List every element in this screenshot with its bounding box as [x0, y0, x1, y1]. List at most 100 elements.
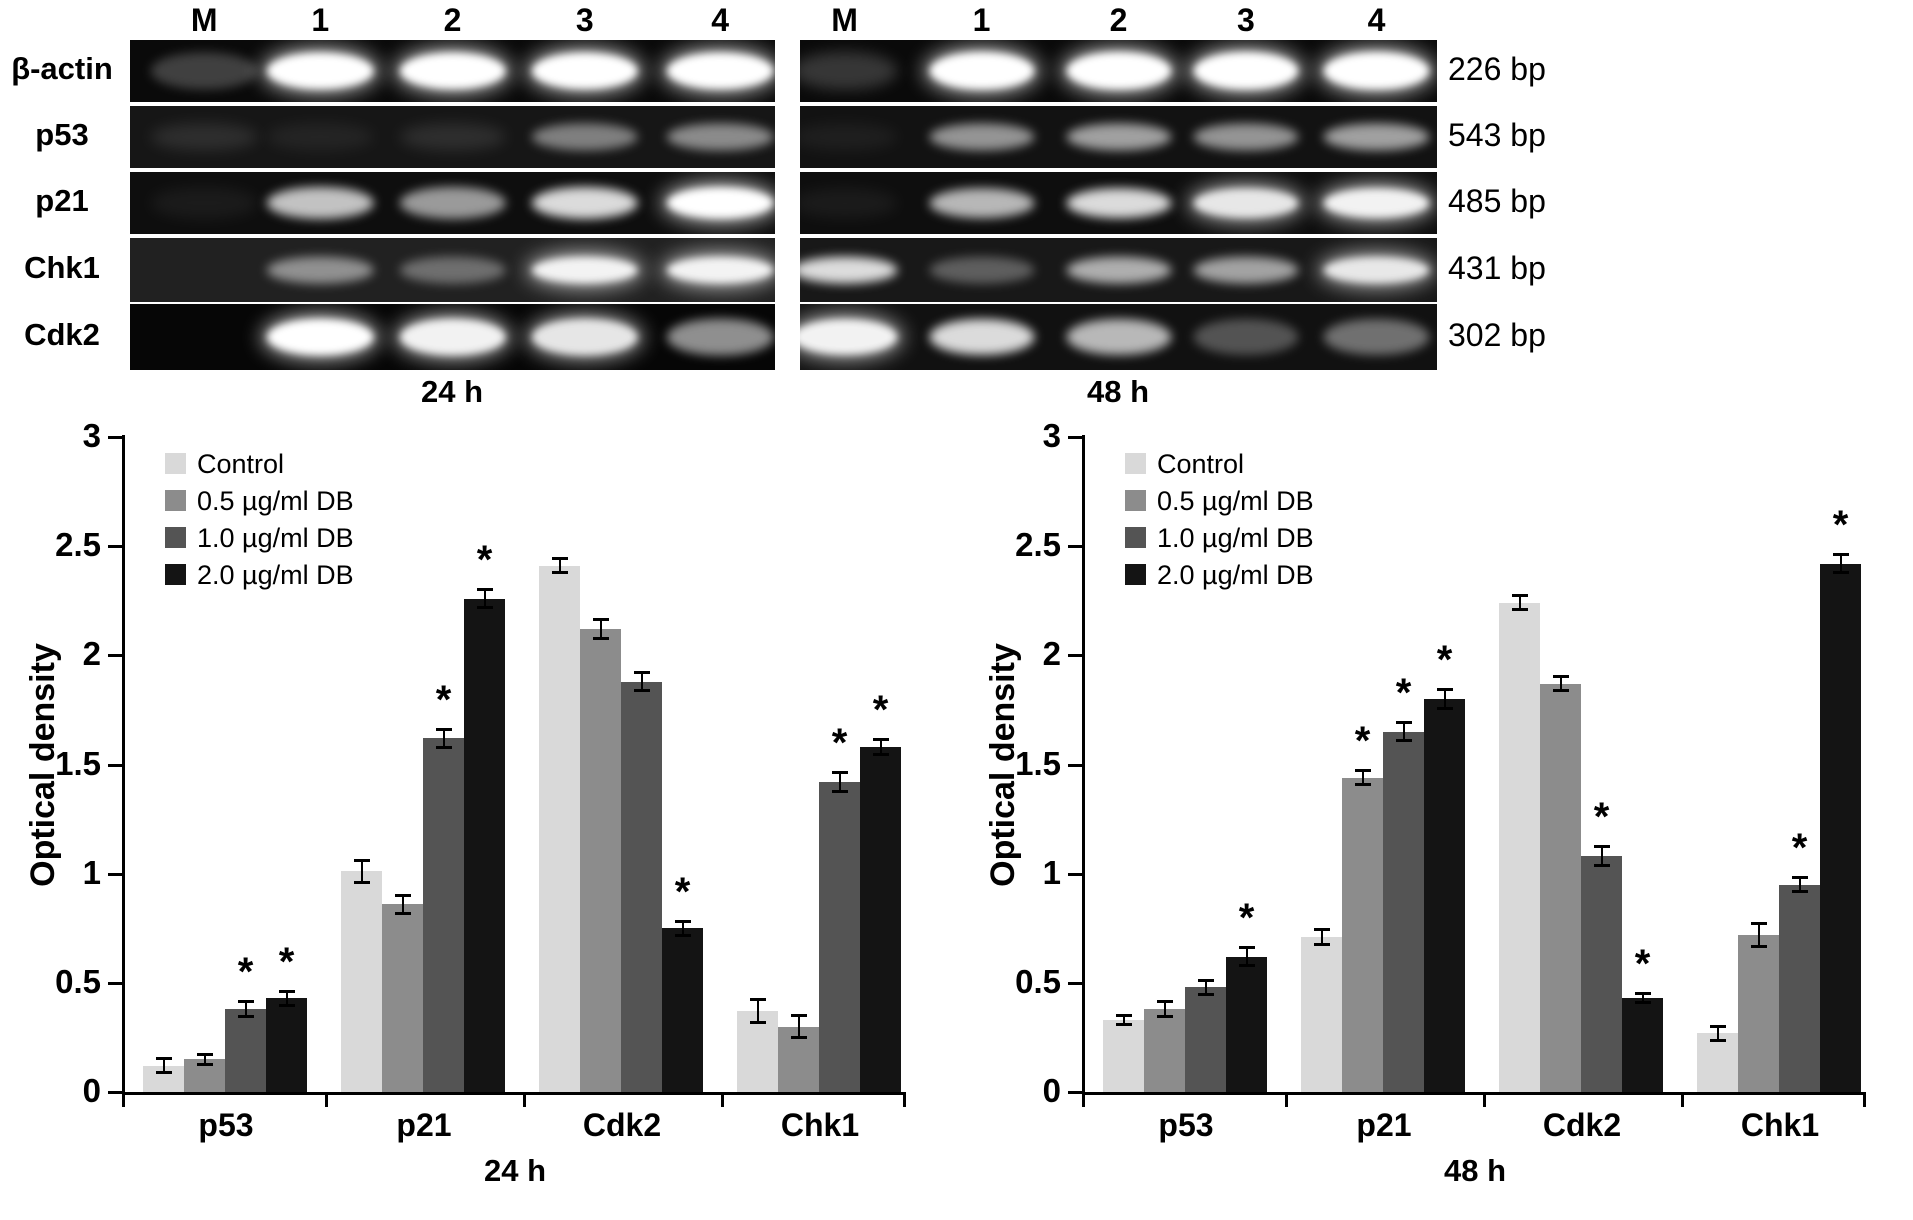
error-bar-cap [674, 919, 691, 923]
gel-time-label-24h: 24 h [420, 374, 484, 409]
error-bar-cap [237, 1014, 254, 1018]
gel-band [800, 51, 898, 91]
error-bar-line [1757, 923, 1760, 946]
significance-asterisk: * [1354, 719, 1371, 764]
y-tick-label: 0 [82, 1072, 101, 1109]
lane-header-1: 1 [972, 2, 991, 38]
gel-row-label-p53: p53 [35, 117, 89, 152]
legend-swatch [1125, 490, 1146, 511]
error-bar-line [1402, 723, 1405, 741]
legend-label: 0.5 µg/ml DB [1157, 486, 1314, 516]
legend-swatch [165, 490, 186, 511]
y-tick [108, 654, 122, 658]
gel-band [399, 123, 506, 151]
error-bar-cap [749, 1021, 766, 1025]
legend-label: 0.5 µg/ml DB [197, 486, 354, 516]
error-bar-cap [1436, 706, 1453, 710]
y-tick-label: 3 [1042, 417, 1061, 454]
gel-band [1065, 256, 1172, 284]
gel-band [267, 52, 374, 90]
gel-row-p53 [800, 106, 1437, 168]
x-tick [325, 1092, 328, 1107]
y-tick-label: 0.5 [55, 962, 101, 1000]
bp-label-302: 302 bp [1448, 317, 1546, 353]
error-bar-cap [633, 670, 650, 674]
gel-band [666, 256, 774, 284]
error-bar-cap [435, 746, 452, 750]
gel-band [531, 186, 638, 220]
bar [1738, 934, 1779, 1092]
gel-band [150, 52, 258, 90]
x-tick [1082, 1092, 1085, 1107]
bar [662, 928, 703, 1092]
chart-section: 0 0.5 1 1.5 2 2.5 3 p53 * * p21 * * Cdk2 * Chk1 * * Contro… [0, 415, 1913, 1220]
x-category-label: Cdk2 [1542, 1107, 1622, 1143]
gel-band [928, 256, 1035, 284]
significance-asterisk: * [1436, 638, 1453, 683]
error-bar-cap [633, 689, 650, 693]
gel-band [1323, 123, 1430, 151]
gel-row-p53 [130, 106, 775, 168]
error-bar-line [244, 1002, 247, 1016]
gel-band [928, 123, 1035, 151]
error-bar-cap [1634, 1001, 1651, 1005]
bar [1301, 936, 1342, 1092]
error-bar-line [797, 1015, 800, 1038]
bar [1499, 602, 1540, 1092]
gel-row-Cdk2 [130, 304, 775, 370]
bar [382, 904, 423, 1092]
y-axis [1082, 435, 1085, 1095]
error-bar-cap [1197, 992, 1214, 996]
x-category-label: Chk1 [780, 1107, 860, 1143]
error-bar-line [838, 773, 841, 791]
gel-section: β-actin p53 p21 Chk1 Cdk2 226 bp 543 bp … [0, 0, 1913, 415]
y-axis-title: Optical density [984, 643, 1022, 887]
gel-band [531, 318, 638, 356]
bar [1581, 856, 1622, 1092]
gel-band [928, 51, 1035, 91]
error-bar-cap [435, 727, 452, 731]
gel-band [1193, 256, 1299, 284]
error-bar-cap [196, 1062, 213, 1066]
y-tick [108, 1091, 122, 1094]
bar [1144, 1009, 1185, 1092]
error-bar-cap [155, 1071, 172, 1075]
error-bar-line [1320, 930, 1323, 944]
gel-row-Chk1 [800, 238, 1437, 302]
error-bar-cap [278, 989, 295, 993]
error-bar-line [640, 672, 643, 691]
lane-header-3: 3 [575, 2, 594, 38]
gel-band [267, 318, 374, 356]
gel-band [928, 318, 1035, 356]
error-bar-line [401, 895, 404, 913]
legend-label: 1.0 µg/ml DB [1157, 523, 1314, 553]
x-tick [122, 1092, 125, 1107]
gel-band [531, 52, 638, 90]
gel-row-label-p21: p21 [35, 183, 89, 218]
legend-label: Control [197, 449, 285, 479]
bar [464, 598, 505, 1092]
x-category-label: p53 [198, 1107, 254, 1143]
bar [423, 738, 464, 1092]
error-bar-cap [1593, 863, 1610, 867]
gel-band [800, 123, 898, 151]
significance-asterisk: * [831, 721, 848, 766]
error-bar-line [681, 921, 684, 935]
error-bar-cap [1511, 608, 1528, 612]
y-tick-label: 2.5 [55, 526, 101, 564]
gel-band [800, 318, 898, 356]
error-bar-cap [1634, 991, 1651, 995]
significance-asterisk: * [278, 939, 295, 984]
bar [266, 998, 307, 1092]
error-bar-cap [1197, 978, 1214, 982]
y-tick [1068, 436, 1082, 439]
lane-header-M: M [190, 2, 218, 38]
bar [621, 681, 662, 1092]
gel-band [800, 188, 898, 218]
lane-header-M: M [831, 2, 858, 38]
gel-band [1065, 51, 1172, 91]
x-category-label: p21 [396, 1107, 452, 1143]
lane-header-2: 2 [443, 2, 462, 38]
bar [1779, 884, 1820, 1092]
y-tick-label: 1 [82, 853, 101, 891]
